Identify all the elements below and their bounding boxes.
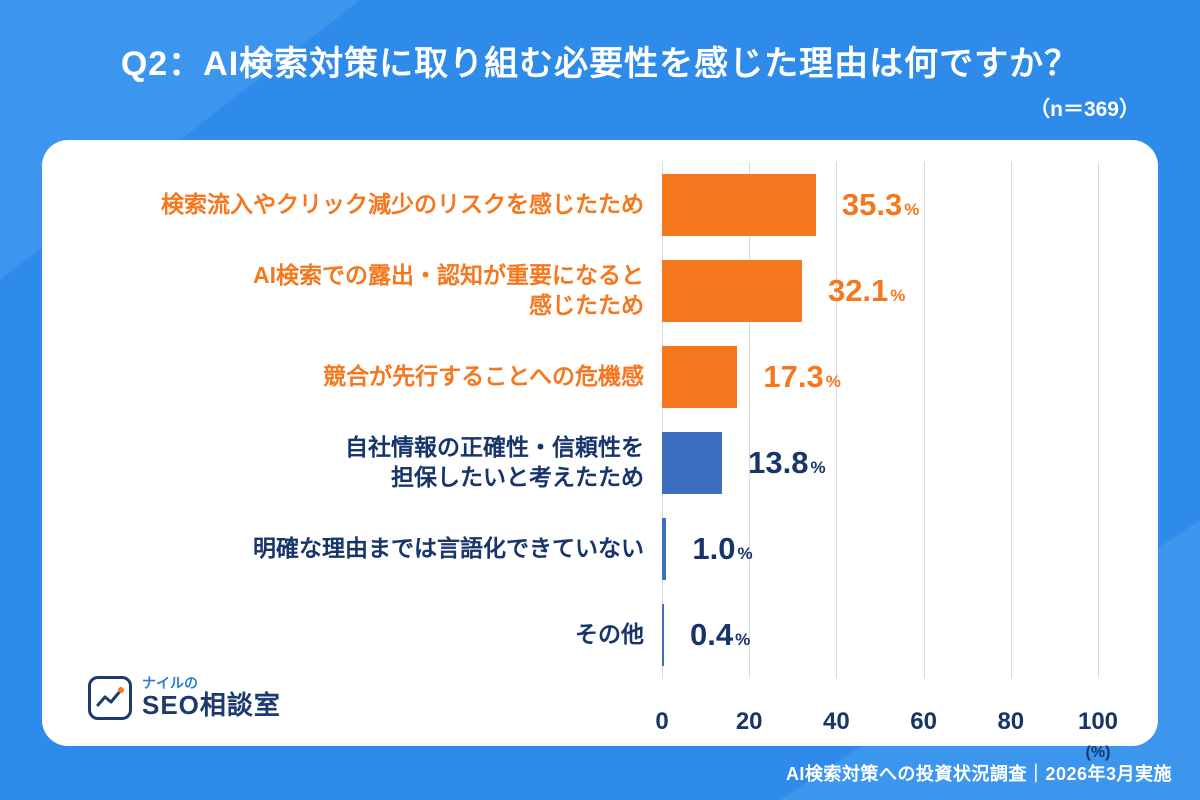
x-axis-tick-label: 0 [655,708,669,735]
percent-sign: % [825,372,841,391]
category-label: 競合が先行することへの危機感 [323,363,644,390]
percent-sign: % [735,630,751,649]
gridline [1098,162,1099,678]
category-label: その他 [575,621,644,648]
bar [662,518,667,580]
page-title: Q2：AI検索対策に取り組む必要性を感じた理由は何ですか？ [120,45,1080,83]
chart-row: AI検索での露出・認知が重要になると 感じたため 32.1% [42,248,1158,334]
bar [662,260,802,322]
value-number: 0.4 [690,617,734,652]
chart-rows: 検索流入やクリック減少のリスクを感じたため 35.3% AI検索での露出・認知が重要… [42,162,1158,678]
value-label: 17.3% [763,359,840,395]
bar-track: 32.1% [662,248,1158,334]
category-label: AI検索での露出・認知が重要になると 感じたため [253,262,644,318]
x-axis-tick-label: 60 [910,708,937,735]
chart-row: その他 0.4% [42,592,1158,678]
brand-logo-text: ナイルの SEO相談室 [142,675,281,721]
x-axis-tick-label: 20 [735,708,763,735]
bar-track: 35.3% [662,162,1158,248]
value-number: 35.3 [841,187,903,222]
trend-chart-icon [88,676,132,720]
bar [662,346,738,408]
chart-row: 明確な理由までは言語化できていない 1.0% [42,506,1158,592]
percent-sign: % [810,458,826,477]
chart-area: 検索流入やクリック減少のリスクを感じたため 35.3% AI検索での露出・認知が重要… [42,162,1158,761]
percent-sign: % [890,286,906,305]
bar-track: 13.8% [662,420,1158,506]
value-number: 1.0 [692,531,736,566]
gridline [923,162,925,678]
bar [662,174,816,236]
sample-size-label: （n＝369） [1029,98,1140,121]
percent-sign: % [737,544,753,563]
gridline [836,162,838,678]
chart-card: 検索流入やクリック減少のリスクを感じたため 35.3% AI検索での露出・認知が重要… [42,140,1158,761]
percent-sign: % [904,200,920,219]
chart-row: 自社情報の正確性・信頼性を 担保したいと考えたため 13.8% [42,420,1158,506]
survey-source-label: AI検索対策への投資状況調査｜2026年3月実施 [785,764,1172,784]
x-axis-unit-label: (%) [1085,744,1111,761]
x-axis: (%) 0 20 40 60 80 100 [655,700,1118,764]
value-number: 17.3 [763,359,824,394]
category-label: 明確な理由までは言語化できていない [253,535,644,562]
bar [662,604,664,666]
gridline [662,162,663,678]
x-axis-tick-label: 40 [823,708,850,735]
bar [662,432,723,494]
value-label: 32.1% [828,273,905,309]
value-label: 1.0% [692,531,752,567]
chart-gridlines [662,162,1099,678]
chart-row: 競合が先行することへの危機感 17.3% [42,334,1158,420]
gridline [749,162,751,678]
category-label: 自社情報の正確性・信頼性を 担保したいと考えたため [345,434,644,490]
bar-track: 17.3% [662,334,1158,420]
category-label: 検索流入やクリック減少のリスクを感じたため [161,191,644,218]
chart-row: 検索流入やクリック減少のリスクを感じたため 35.3% [42,162,1158,248]
x-axis-tick-label: 100 [1077,708,1119,735]
brand-logo-name: SEO相談室 [142,690,281,721]
brand-logo: ナイルの SEO相談室 [88,675,281,721]
value-number: 32.1 [827,273,889,308]
value-number: 13.8 [748,445,809,480]
value-label: 13.8% [748,445,825,481]
bar-track: 1.0% [662,506,1158,592]
gridline [1010,162,1012,678]
brand-logo-top-label: ナイルの [142,675,198,692]
bar-track: 0.4% [662,592,1158,678]
value-label: 0.4% [690,617,750,653]
value-label: 35.3% [842,187,919,223]
x-axis-tick-label: 80 [997,708,1025,735]
